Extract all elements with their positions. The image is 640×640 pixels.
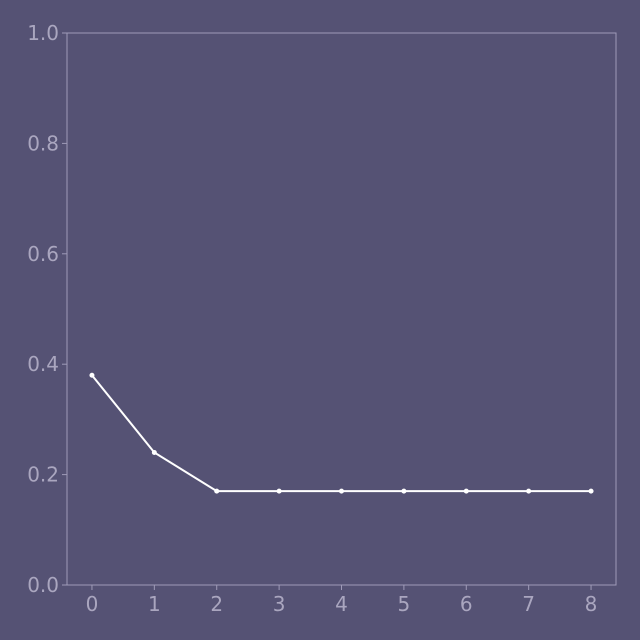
data-point — [89, 372, 95, 378]
data-point — [214, 488, 220, 494]
data-point — [463, 488, 469, 494]
plot-frame — [66, 32, 617, 586]
data-point — [276, 488, 282, 494]
y-tick-label: 1.0 — [27, 21, 59, 45]
x-tick-label: 1 — [148, 592, 161, 616]
x-tick-label: 4 — [335, 592, 348, 616]
x-tick-label: 2 — [210, 592, 223, 616]
x-tick-label: 8 — [585, 592, 598, 616]
x-axis: 0 1 2 3 4 5 6 7 8 — [86, 585, 598, 616]
x-tick-label: 3 — [273, 592, 286, 616]
y-tick-label: 0.0 — [27, 573, 59, 597]
series-layer — [89, 372, 594, 494]
data-point — [526, 488, 532, 494]
x-tick-label: 5 — [398, 592, 411, 616]
y-tick-label: 0.8 — [27, 131, 59, 155]
y-tick-label: 0.6 — [27, 242, 59, 266]
x-tick-label: 0 — [86, 592, 99, 616]
x-tick-label: 7 — [522, 592, 535, 616]
y-axis: 0.0 0.2 0.4 0.6 0.8 1.0 — [27, 21, 67, 597]
data-point — [339, 488, 344, 494]
series-line — [91, 374, 592, 493]
y-tick-label: 0.2 — [27, 463, 59, 487]
data-point — [151, 450, 157, 456]
data-point — [588, 488, 594, 494]
data-point — [401, 488, 407, 494]
y-tick-label: 0.4 — [27, 352, 59, 376]
x-tick-label: 6 — [460, 592, 473, 616]
